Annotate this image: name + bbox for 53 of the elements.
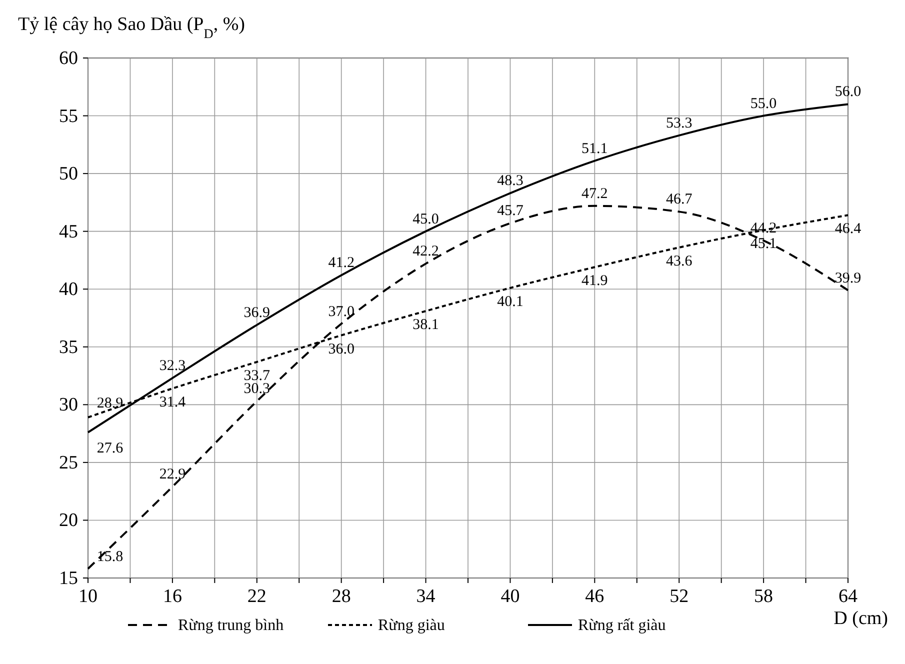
legend-label: Rừng rất giàu: [578, 617, 666, 634]
data-label: 41.9: [582, 273, 608, 290]
data-label: 51.1: [582, 140, 608, 157]
data-label: 39.9: [834, 270, 862, 286]
x-axis-title: D (cm): [834, 608, 888, 629]
data-label: 15.8: [96, 548, 124, 565]
y-tick-label: 25: [59, 452, 78, 474]
x-tick-label: 16: [162, 586, 182, 607]
data-label: 32.3: [159, 358, 186, 374]
y-tick-label: 20: [59, 510, 78, 532]
data-label: 36.0: [328, 341, 354, 358]
data-label: 36.9: [244, 304, 270, 321]
data-label: 46.4: [834, 221, 862, 238]
x-tick-label: 34: [416, 586, 436, 607]
x-tick-label: 58: [754, 586, 774, 607]
y-tick-label: 35: [59, 336, 78, 358]
y-axis-title: Tỷ lệ cây họ Sao Dầu (P$_{D}$, %): [18, 14, 245, 40]
data-label: 43.6: [666, 254, 693, 270]
data-label: 45.0: [412, 211, 439, 228]
data-label: 38.1: [412, 317, 439, 334]
y-tick-label: 30: [59, 394, 78, 416]
x-tick-label: 46: [585, 586, 604, 607]
x-tick-label: 64: [838, 586, 858, 607]
y-tick-label: 40: [59, 279, 78, 300]
data-label: 27.6: [96, 440, 124, 456]
x-tick-label: 40: [500, 586, 520, 607]
data-label: 40.1: [497, 294, 524, 310]
data-label: 53.3: [666, 115, 692, 132]
data-label: 31.4: [159, 394, 186, 410]
data-label: 33.7: [244, 368, 271, 384]
x-tick-label: 28: [332, 586, 351, 607]
data-label: 45.7: [497, 203, 524, 220]
data-label: 22.9: [159, 466, 186, 483]
y-tick-label: 50: [59, 164, 78, 185]
data-label: 56.0: [834, 84, 862, 100]
data-label: 46.7: [666, 192, 693, 208]
data-label: 55.0: [750, 96, 777, 112]
data-label: 41.2: [328, 255, 354, 272]
data-label: 42.2: [412, 244, 439, 260]
data-label: 45.1: [750, 236, 777, 252]
data-label: 48.3: [497, 173, 524, 190]
data-label: 30.3: [244, 381, 270, 398]
data-label: 47.2: [582, 186, 608, 202]
y-tick-label: 55: [59, 106, 78, 127]
x-tick-label: 22: [247, 586, 266, 607]
data-label: 28.9: [96, 395, 124, 412]
y-tick-label: 60: [59, 48, 78, 69]
legend-label: Rừng giàu: [378, 617, 445, 634]
y-tick-label: 45: [59, 221, 78, 242]
x-tick-label: 10: [78, 586, 98, 607]
x-tick-label: 52: [670, 586, 689, 607]
legend-label: Rừng trung bình: [178, 617, 284, 634]
y-tick-label: 15: [59, 568, 78, 589]
